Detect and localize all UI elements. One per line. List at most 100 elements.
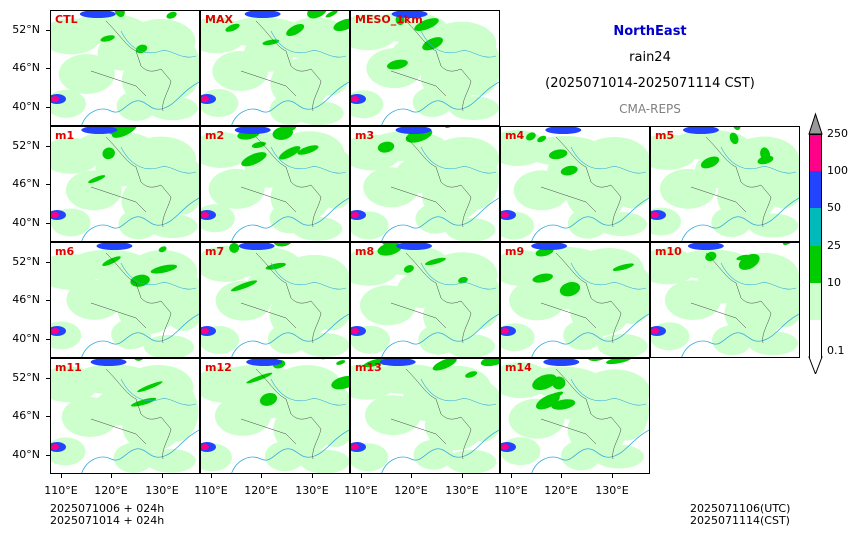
lon-tick: [411, 474, 412, 478]
panel-m14: m14: [500, 358, 650, 474]
lon-tick: [612, 474, 613, 478]
lon-label: 130°E: [145, 484, 179, 497]
precip-map: [351, 359, 499, 473]
lat-tick: [46, 184, 50, 185]
panel-label: m5: [655, 129, 675, 142]
panel-label: m7: [205, 245, 225, 258]
title-region: NorthEast: [613, 24, 687, 39]
panel-m6: m6: [50, 242, 200, 358]
precip-map: [51, 127, 199, 241]
precip-map: [351, 11, 499, 125]
precip-map: [651, 127, 799, 241]
footer-right-line-1: 2025071106(UTC): [690, 502, 791, 515]
lat-tick: [46, 455, 50, 456]
precip-map: [201, 243, 349, 357]
lat-label: 40°N: [12, 100, 40, 113]
precip-map: [351, 243, 499, 357]
lon-tick: [462, 474, 463, 478]
footer-left-line-1: 2025071006 + 024h: [50, 502, 165, 515]
panel-label: m3: [355, 129, 375, 142]
precip-map: [51, 11, 199, 125]
panel-label: m6: [55, 245, 75, 258]
colorbar-segment: [809, 208, 822, 247]
panel-ctl: CTL: [50, 10, 200, 126]
footer-right: 2025071106(UTC) 2025071114(CST): [690, 503, 790, 527]
footer-left: 2025071006 + 024h 2025071014 + 024h: [50, 503, 164, 527]
lat-tick: [46, 30, 50, 31]
precip-map: [201, 359, 349, 473]
colorbar-segment: [809, 319, 822, 358]
colorbar-segment: [809, 171, 822, 210]
lat-label: 52°N: [12, 23, 40, 36]
colorbar-segment: [809, 282, 822, 321]
footer-right-line-2: 2025071114(CST): [690, 514, 790, 527]
panel-m9: m9: [500, 242, 650, 358]
footer-left-line-2: 2025071014 + 024h: [50, 514, 165, 527]
lat-label: 52°N: [12, 255, 40, 268]
lon-tick: [111, 474, 112, 478]
lon-label: 120°E: [394, 484, 428, 497]
panel-label: m4: [505, 129, 525, 142]
panel-m3: m3: [350, 126, 500, 242]
lat-tick: [46, 107, 50, 108]
lat-tick: [46, 223, 50, 224]
panel-m11: m11: [50, 358, 200, 474]
panel-m5: m5: [650, 126, 800, 242]
panel-m10: m10: [650, 242, 800, 358]
colorbar-label: 250: [827, 127, 848, 140]
panel-label: m14: [505, 361, 532, 374]
lon-label: 130°E: [295, 484, 329, 497]
panel-label: MESO_1km: [355, 13, 423, 26]
precip-map: [501, 127, 649, 241]
lat-label: 52°N: [12, 371, 40, 384]
precip-map: [651, 243, 799, 357]
lon-tick: [561, 474, 562, 478]
panel-label: m1: [55, 129, 75, 142]
colorbar-label: 10: [827, 275, 841, 289]
panel-m2: m2: [200, 126, 350, 242]
lon-tick: [511, 474, 512, 478]
lat-label: 46°N: [12, 177, 40, 190]
lat-label: 46°N: [12, 293, 40, 306]
lon-tick: [312, 474, 313, 478]
panel-m8: m8: [350, 242, 500, 358]
lon-label: 110°E: [344, 484, 378, 497]
panel-m1: m1: [50, 126, 200, 242]
panel-m12: m12: [200, 358, 350, 474]
panel-label: CTL: [55, 13, 78, 26]
lon-label: 120°E: [94, 484, 128, 497]
precip-map: [351, 127, 499, 241]
lat-label: 40°N: [12, 332, 40, 345]
precip-map: [51, 359, 199, 473]
colorbar-label: 0.1: [827, 344, 845, 358]
panel-m13: m13: [350, 358, 500, 474]
lat-tick: [46, 262, 50, 263]
colorbar-segment: [809, 134, 822, 173]
lon-label: 130°E: [595, 484, 629, 497]
lat-label: 40°N: [12, 216, 40, 229]
lat-tick: [46, 378, 50, 379]
panel-label: m12: [205, 361, 232, 374]
lon-tick: [61, 474, 62, 478]
panel-label: m2: [205, 129, 225, 142]
panel-label: m9: [505, 245, 525, 258]
precip-map: [201, 11, 349, 125]
lon-label: 110°E: [44, 484, 78, 497]
colorbar-segment: [809, 245, 822, 284]
lat-tick: [46, 146, 50, 147]
lon-label: 110°E: [494, 484, 528, 497]
lon-label: 110°E: [194, 484, 228, 497]
lon-tick: [361, 474, 362, 478]
colorbar-label: 50: [827, 201, 841, 215]
lat-tick: [46, 300, 50, 301]
lat-label: 40°N: [12, 448, 40, 461]
lat-label: 46°N: [12, 61, 40, 74]
panel-label: m13: [355, 361, 382, 374]
lon-label: 120°E: [244, 484, 278, 497]
lat-label: 52°N: [12, 139, 40, 152]
panel-label: m11: [55, 361, 82, 374]
colorbar-label: 25: [827, 238, 841, 252]
panel-m4: m4: [500, 126, 650, 242]
lat-tick: [46, 68, 50, 69]
panel-m7: m7: [200, 242, 350, 358]
